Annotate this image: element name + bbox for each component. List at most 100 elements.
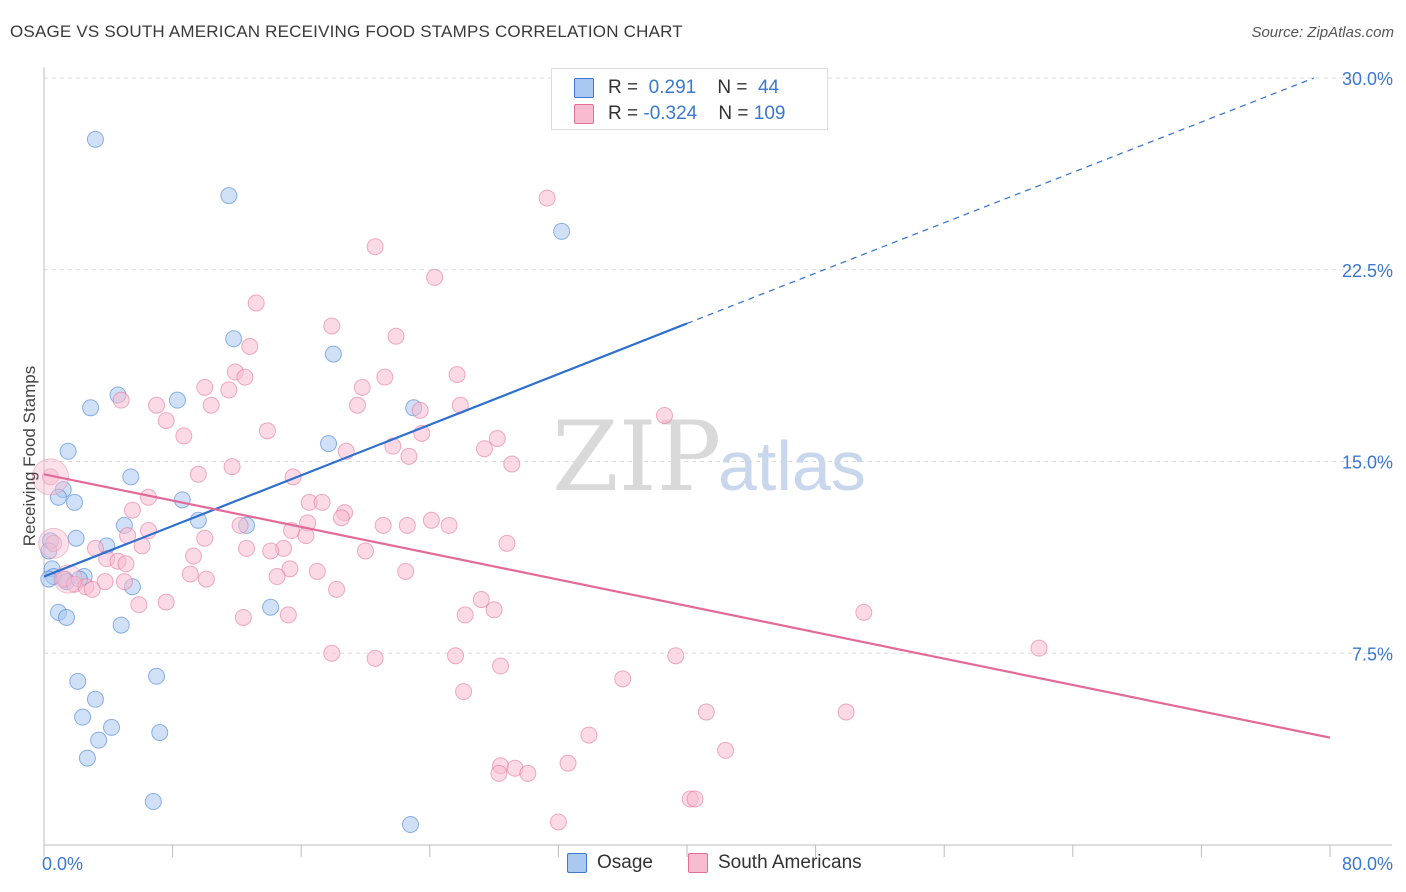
south-americans-point — [112, 391, 130, 409]
south-americans-point — [492, 657, 510, 675]
south-americans-point — [519, 764, 537, 782]
bottom-legend-south-americans: South Americans — [688, 852, 862, 874]
south-americans-point — [376, 368, 394, 386]
watermark: ZIP atlas — [552, 401, 866, 513]
south-americans-point — [323, 644, 341, 662]
osage-legend-swatch — [567, 853, 587, 873]
south-americans-point — [197, 570, 215, 588]
south-americans-point — [503, 455, 521, 473]
south-americans-point — [268, 568, 286, 586]
osage-trend-extension — [686, 77, 1315, 324]
south-americans-point — [559, 754, 577, 772]
south-americans-point — [123, 501, 141, 519]
y-tick-label: 7.5% — [1352, 644, 1393, 664]
south-americans-point — [697, 703, 715, 721]
osage-point — [69, 672, 87, 690]
south-americans-point — [115, 573, 133, 591]
south-americans-point — [475, 440, 493, 458]
south-americans-point — [281, 560, 299, 578]
south-americans-point — [238, 539, 256, 557]
south-americans-point — [353, 378, 371, 396]
stats-legend: R = 0.291 N = 44 R = -0.324 N = 109 — [551, 68, 828, 130]
osage-swatch — [574, 78, 594, 98]
south-americans-point — [220, 381, 238, 399]
osage-point — [74, 708, 92, 726]
south-americans-point — [202, 396, 220, 414]
osage-point — [90, 731, 108, 749]
osage-point — [168, 391, 186, 409]
south-americans-point — [332, 509, 350, 527]
osage-point — [86, 690, 104, 708]
south-americans-point — [456, 606, 474, 624]
south-americans-point — [328, 580, 346, 598]
south-americans-point — [490, 764, 508, 782]
osage-point — [86, 130, 104, 148]
osage-legend-label: Osage — [597, 852, 653, 873]
south-americans-point — [400, 447, 418, 465]
south-americans-point — [236, 368, 254, 386]
south-americans-point — [96, 573, 114, 591]
osage-point — [324, 345, 342, 363]
south-americans-point — [538, 189, 556, 207]
watermark-atlas: atlas — [718, 427, 866, 505]
tick-labels: 7.5% 15.0% 22.5% 30.0% 0.0% 80.0% — [42, 69, 1393, 874]
y-tick-label: 15.0% — [1342, 453, 1393, 473]
osage-point — [49, 488, 67, 506]
chart-title: OSAGE VS SOUTH AMERICAN RECEIVING FOOD S… — [10, 22, 683, 41]
south-americans-point — [366, 238, 384, 256]
osage-point — [66, 493, 84, 511]
legend-row-osage: R = 0.291 N = 44 — [574, 76, 779, 100]
south-americans-point — [549, 813, 567, 831]
south-americans-point — [485, 601, 503, 619]
south-americans-point — [686, 790, 704, 808]
south-americans-legend-swatch — [688, 853, 708, 873]
south-americans-point — [181, 565, 199, 583]
south-americans-point — [323, 317, 341, 335]
south-americans-point — [234, 608, 252, 626]
osage-point — [173, 491, 191, 509]
south-americans-point — [366, 649, 384, 667]
osage-point — [320, 435, 338, 453]
south-americans-point — [45, 534, 63, 552]
south-americans-point — [258, 422, 276, 440]
osage-point — [58, 608, 76, 626]
osage-r-value: 0.291 — [643, 77, 697, 98]
osage-point — [82, 399, 100, 417]
south-americans-point — [31, 458, 69, 496]
south-americans-point — [308, 562, 326, 580]
osage-point — [220, 187, 238, 205]
osage-point — [67, 529, 85, 547]
south-americans-point — [53, 564, 83, 594]
south-americans-point — [148, 396, 166, 414]
south-americans-point — [374, 516, 392, 534]
south-americans-swatch — [574, 104, 594, 124]
south-americans-point — [447, 647, 465, 665]
watermark-zip: ZIP — [552, 401, 721, 513]
trend-lines — [43, 77, 1331, 739]
south-americans-point — [488, 429, 506, 447]
south-americans-point — [262, 542, 280, 560]
south-americans-point — [855, 603, 873, 621]
chart-source: Source: ZipAtlas.com — [1251, 24, 1394, 41]
south-americans-point — [38, 527, 70, 559]
south-americans-point — [313, 493, 331, 511]
south-americans-legend-label: South Americans — [718, 852, 862, 873]
south-americans-point — [357, 542, 374, 560]
south-americans-point — [241, 337, 259, 355]
y-axis-label: Receiving Food Stamps — [20, 366, 39, 546]
osage-point — [553, 222, 571, 240]
south-americans-point — [83, 580, 101, 598]
south-americans-point — [448, 366, 466, 384]
south-americans-point — [387, 327, 405, 345]
osage-point — [144, 793, 162, 811]
south-americans-point — [157, 412, 175, 430]
south-americans-point — [411, 401, 429, 419]
data-points — [31, 130, 1048, 834]
osage-point — [103, 718, 121, 736]
osage-trend-line — [43, 322, 688, 578]
south-americans-point — [1030, 639, 1048, 657]
x-tick-label: 80.0% — [1342, 854, 1393, 874]
south-americans-point — [472, 591, 490, 609]
osage-point — [225, 330, 243, 348]
